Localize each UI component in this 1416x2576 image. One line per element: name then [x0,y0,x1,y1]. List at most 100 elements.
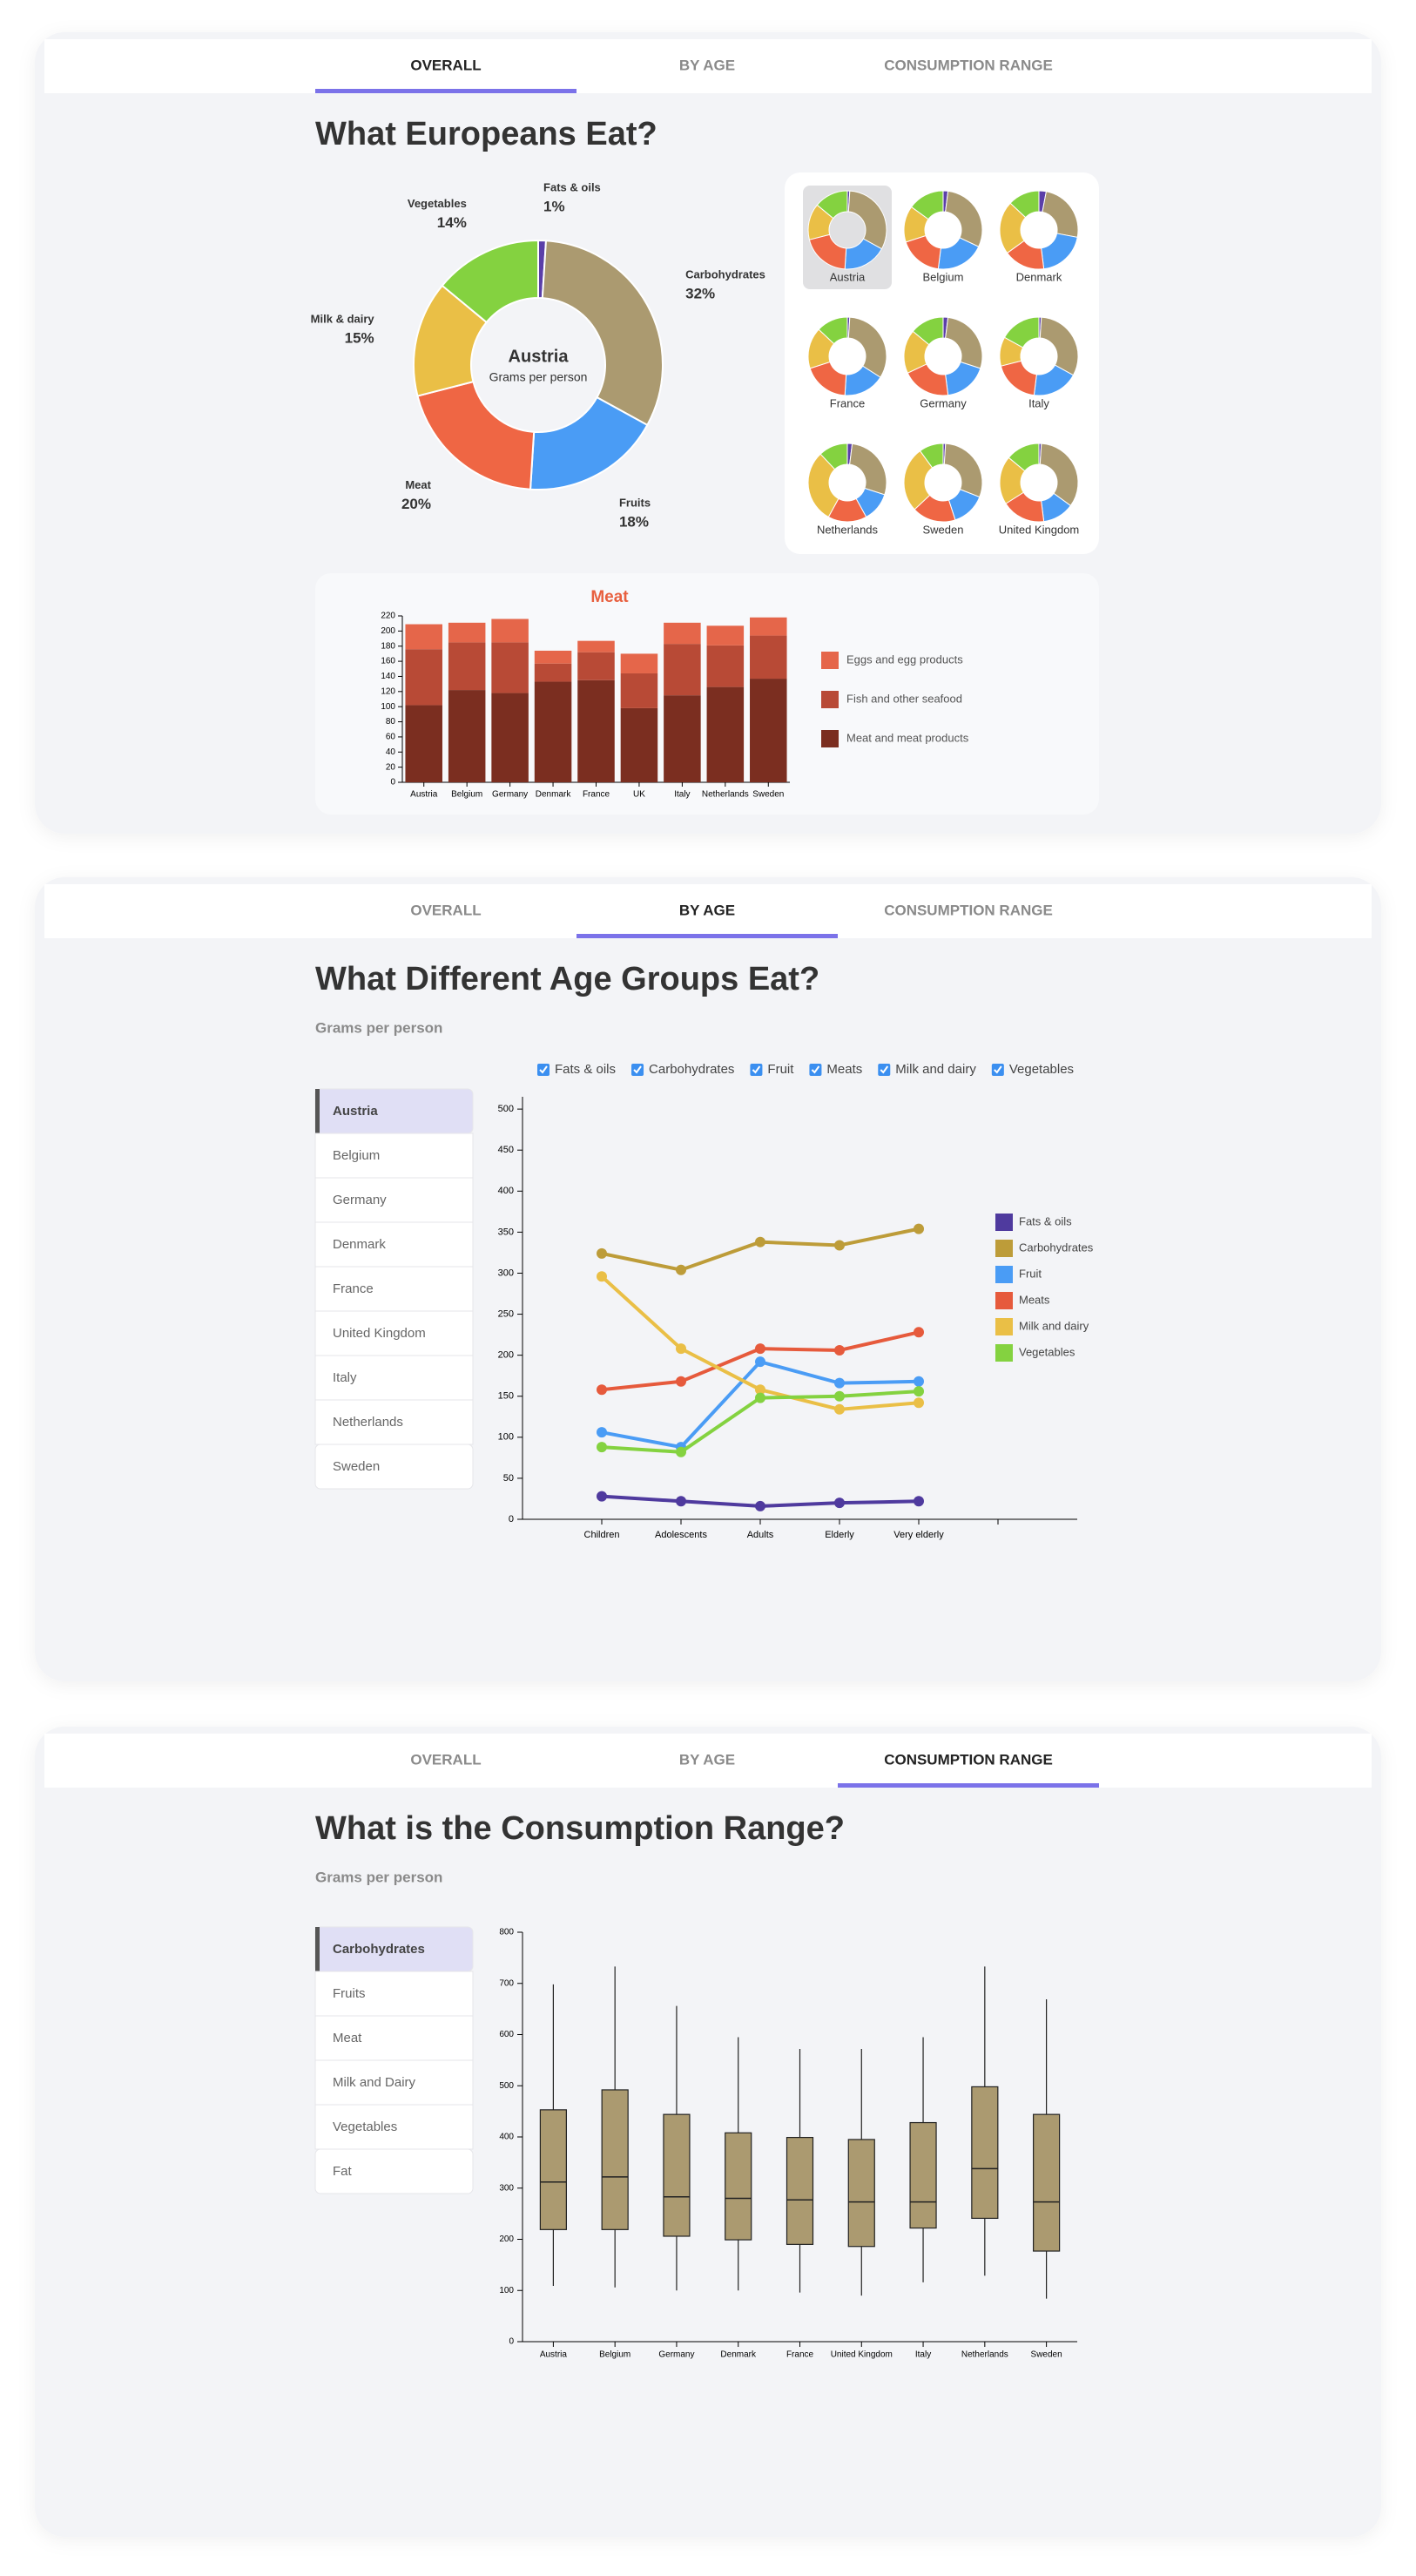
checkbox-label[interactable]: Fruit [767,1062,794,1077]
checkbox-tick [811,1065,820,1074]
y-tick-label: 160 [381,657,395,666]
list-item-label[interactable]: Belgium [333,1148,380,1163]
legend-swatch [821,730,839,747]
list-item[interactable] [314,2015,474,2061]
tab-bar [44,39,1372,93]
tab[interactable]: OVERALL [410,902,481,918]
checkbox-label[interactable]: Carbohydrates [649,1062,734,1077]
tab[interactable]: CONSUMPTION RANGE [884,1751,1053,1768]
slice-label: Vegetables [408,197,467,210]
bar-segment [448,622,486,643]
tab[interactable]: OVERALL [410,57,481,73]
list-item-label[interactable]: Sweden [333,1459,380,1474]
list-item-label[interactable]: Meat [333,2031,362,2045]
series-point [834,1498,845,1509]
bar-title: Meat [590,588,629,606]
x-tick-label: Italy [674,790,690,800]
y-tick-label: 150 [498,1391,514,1402]
legend-swatch [995,1318,1013,1335]
mini-label[interactable]: Italy [1028,396,1049,409]
donut-slice [849,443,887,496]
x-tick-label: Denmark [720,2350,757,2360]
mini-label[interactable]: Germany [920,396,967,409]
box [909,2121,937,2229]
bar-segment [405,705,442,782]
series-point [834,1377,845,1389]
tab[interactable]: BY AGE [679,902,735,918]
y-tick-label: 600 [499,2030,514,2039]
list-item-label[interactable]: Vegetables [333,2120,397,2134]
tab-underline [315,89,577,93]
list-item[interactable] [314,1399,474,1445]
list-item-label[interactable]: Italy [333,1370,357,1385]
series-point [834,1403,845,1415]
x-tick-label: Elderly [825,1530,854,1540]
list-item[interactable] [314,1266,474,1312]
list-item[interactable] [314,2059,474,2106]
tab-underline [577,934,838,938]
checkbox-label[interactable]: Fats & oils [555,1062,616,1077]
mini-label[interactable]: Austria [830,270,866,283]
checkbox-label[interactable]: Meats [826,1062,862,1077]
y-tick-label: 0 [509,2337,514,2347]
tab[interactable]: OVERALL [410,1751,481,1768]
bar-segment [664,695,701,782]
donut-slice [943,443,983,498]
tab[interactable]: BY AGE [679,1751,735,1768]
list-item[interactable] [314,1310,474,1356]
series-point [914,1376,924,1387]
list-item[interactable] [314,2148,474,2194]
mini-label[interactable]: Sweden [923,523,964,536]
y-tick-label: 180 [381,641,395,651]
mini-label[interactable]: Denmark [1016,270,1062,283]
tab[interactable]: CONSUMPTION RANGE [884,902,1053,918]
legend-swatch [995,1344,1013,1362]
legend-label: Milk and dairy [1019,1319,1089,1332]
slice-value: 15% [345,329,374,346]
legend-label: Meats [1019,1293,1050,1306]
list-item[interactable] [314,1221,474,1268]
x-tick-label: Germany [492,790,528,800]
checkbox-label[interactable]: Vegetables [1009,1062,1074,1077]
legend-label: Fruit [1019,1267,1042,1280]
list-item-label[interactable]: Austria [333,1104,378,1119]
x-tick-label: Netherlands [961,2350,1008,2360]
x-tick-label: Netherlands [702,790,749,800]
series-point [834,1240,845,1251]
mini-label[interactable]: United Kingdom [999,523,1080,536]
checkbox-label[interactable]: Milk and dairy [895,1062,976,1077]
series-point [597,1384,607,1396]
bar-segment [448,690,486,782]
series-point [597,1247,607,1259]
list-item-label[interactable]: Milk and Dairy [333,2075,416,2090]
bar-segment [750,679,787,782]
list-item[interactable] [314,1132,474,1179]
x-tick-label: Germany [658,2350,694,2360]
list-item-label[interactable]: Carbohydrates [333,1942,425,1957]
bar-segment [448,642,486,691]
donut-slice [807,453,839,518]
list-item-label[interactable]: Fruits [333,1986,366,2001]
tab-bar [44,884,1372,938]
x-tick-label: France [583,790,610,800]
mini-label[interactable]: France [830,396,865,409]
list-item[interactable] [314,1444,474,1490]
list-item-label[interactable]: United Kingdom [333,1326,426,1341]
list-item-label[interactable]: Fat [333,2164,353,2179]
tab[interactable]: CONSUMPTION RANGE [884,57,1053,73]
slice-value: 18% [619,514,649,531]
list-item-label[interactable]: Denmark [333,1237,386,1252]
mini-label[interactable]: Netherlands [817,523,879,536]
list-item-label[interactable]: Germany [333,1193,387,1207]
tab[interactable]: BY AGE [679,57,735,73]
card [35,1727,1381,2537]
list-item-label[interactable]: France [333,1281,374,1296]
list-item-label[interactable]: Netherlands [333,1415,403,1430]
box [663,2113,691,2237]
list-item[interactable] [314,1971,474,2017]
mini-label[interactable]: Belgium [923,270,964,283]
donut-slice [818,316,848,345]
donut-slice [919,443,944,469]
series-point [597,1491,607,1502]
series-point [755,1343,765,1355]
